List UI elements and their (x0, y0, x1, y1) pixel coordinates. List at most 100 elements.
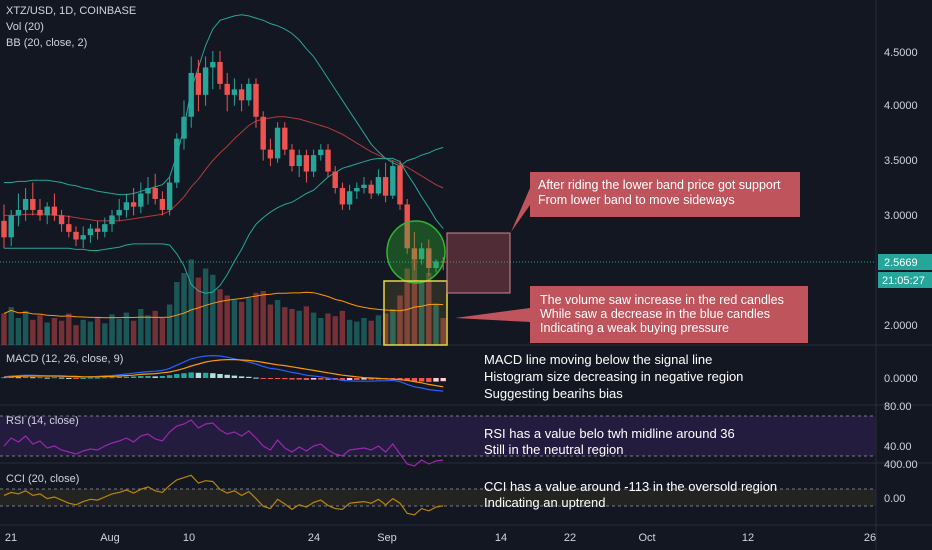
volume-bar (166, 304, 173, 345)
volume-bar (332, 316, 338, 345)
macd-histogram-bar (73, 378, 79, 379)
macd-note-line3: Suggesting bearihs bias (484, 386, 623, 401)
macd-histogram-bar (303, 378, 310, 380)
candle-body (296, 155, 302, 167)
volume-bar (22, 310, 29, 345)
macd-histogram-bar (282, 378, 288, 380)
candle-body (188, 72, 194, 117)
rsi-tick: 80.00 (884, 401, 912, 413)
macd-histogram-bar (325, 378, 331, 380)
bb-indicator-label[interactable]: BB (20, close, 2) (6, 37, 87, 49)
volume-bar (58, 320, 65, 345)
time-tick: 12 (742, 532, 754, 544)
macd-histogram-bar (411, 378, 418, 382)
macd-histogram-bar (102, 377, 108, 379)
volume-bar (217, 289, 223, 345)
volume-bar (325, 313, 331, 345)
volume-bar (411, 255, 418, 345)
volume-bar (346, 319, 353, 345)
rsi-note-line1: RSI has a value belo twh midline around … (484, 426, 735, 441)
volume-bars (1, 255, 446, 345)
macd-tick: 0.0000 (884, 373, 918, 385)
last-price-badge (878, 254, 932, 270)
candle-body (375, 177, 382, 194)
candle-body (332, 171, 338, 188)
candle-body (339, 188, 346, 205)
macd-histogram-bar (217, 374, 223, 378)
macd-histogram-bar (202, 372, 209, 378)
time-tick: 10 (183, 532, 195, 544)
macd-histogram-bar (80, 378, 86, 379)
price-tick: 4.5000 (884, 47, 918, 59)
candle-body (102, 224, 108, 232)
macd-histogram-bar (166, 375, 173, 378)
macd-histogram-bar (138, 376, 144, 378)
macd-histogram-bar (210, 373, 216, 378)
bb-lower-band (4, 157, 444, 294)
callout-bands-line1: After riding the lower band price got su… (538, 178, 781, 192)
macd-histogram-bar (51, 377, 58, 379)
volume-bar (318, 318, 324, 345)
volume-bar (397, 295, 403, 345)
macd-histogram-bar (195, 372, 202, 378)
candle-body (80, 235, 86, 240)
macd-histogram-bar (289, 378, 295, 380)
volume-bar (152, 310, 158, 345)
macd-histogram-bar (109, 377, 115, 379)
volume-bar (246, 298, 252, 345)
macd-histogram-bar (339, 378, 346, 381)
candle-body (30, 198, 36, 210)
candle-body (123, 202, 130, 210)
macd-line (3, 354, 444, 392)
candle-body (231, 89, 238, 95)
macd-histogram-bar (145, 376, 151, 378)
macd-histogram-bar (30, 377, 36, 379)
volume-bar (390, 309, 396, 345)
volume-indicator-label[interactable]: Vol (20) (6, 21, 44, 33)
macd-histogram-bar (426, 378, 432, 382)
volume-bar (260, 291, 266, 345)
candle-body (382, 177, 389, 196)
macd-histogram-bar (433, 378, 439, 382)
callout-volume (455, 286, 808, 343)
candle-body (318, 149, 324, 156)
candle-body (274, 127, 281, 159)
macd-histogram-bar (267, 378, 274, 379)
rsi-line (3, 419, 444, 467)
cci-indicator-label[interactable]: CCI (20, close) (6, 473, 79, 485)
macd-histogram-bar (87, 377, 94, 379)
candle-body (87, 228, 94, 236)
candle-body (195, 72, 202, 95)
candle-body (159, 198, 166, 210)
volume-bar (210, 274, 216, 345)
symbol-title[interactable]: XTZ/USD, 1D, COINBASE (6, 5, 136, 17)
macd-histogram-bar (66, 378, 72, 379)
time-tick: Aug (100, 532, 120, 544)
macd-histogram-bar (15, 377, 22, 379)
macd-histogram-bar (116, 376, 122, 378)
volume-bar (375, 315, 382, 345)
volume-bar (282, 307, 288, 345)
macd-histogram-bar (440, 378, 446, 382)
candle-body (260, 116, 266, 150)
time-tick: 24 (308, 532, 320, 544)
time-tick: 14 (495, 532, 507, 544)
volume-bar (303, 306, 310, 345)
volume-bar (382, 313, 389, 345)
price-tick: 4.0000 (884, 100, 918, 112)
volume-bar (30, 319, 36, 345)
volume-bar (296, 310, 302, 345)
volume-ma-line (3, 291, 444, 319)
candle-body (310, 155, 317, 172)
candle-body (51, 206, 58, 216)
candle-body (267, 149, 274, 159)
candle-body (224, 83, 230, 95)
volume-bar (231, 300, 238, 345)
volume-bar (354, 321, 360, 345)
candle-body (22, 198, 29, 210)
macd-indicator-label[interactable]: MACD (12, 26, close, 9) (6, 353, 123, 365)
macd-histogram-bar (37, 377, 43, 379)
rsi-indicator-label[interactable]: RSI (14, close) (6, 415, 79, 427)
volume-bar (267, 304, 274, 345)
candle-body (361, 184, 367, 188)
